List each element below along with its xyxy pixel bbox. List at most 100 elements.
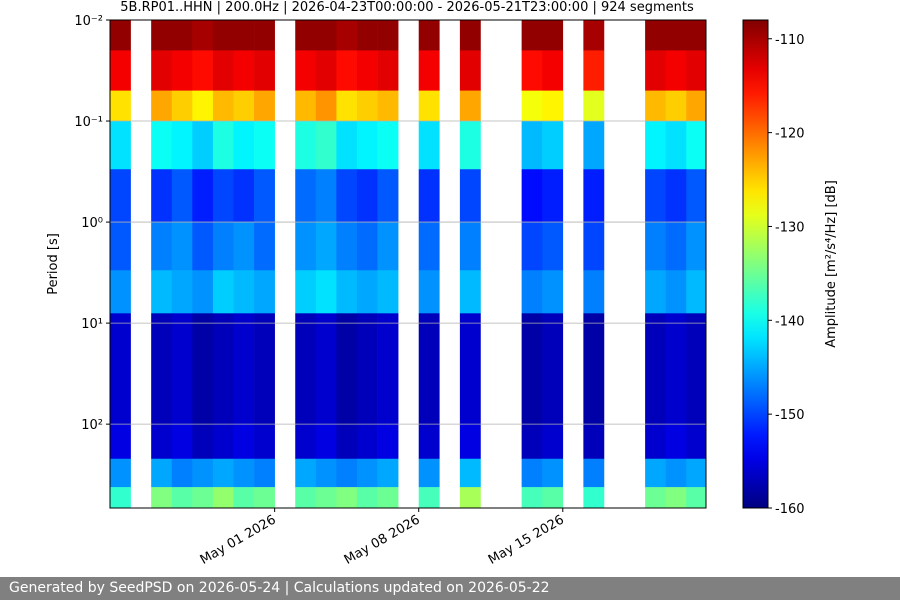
heatmap-cell — [151, 50, 173, 91]
heatmap-cell — [645, 121, 666, 170]
heatmap-cell — [665, 90, 687, 122]
heatmap-cell — [583, 121, 605, 170]
heatmap-cell — [356, 20, 378, 51]
heatmap-cell — [151, 313, 173, 425]
heatmap-cell — [192, 121, 214, 170]
heatmap-cell — [295, 458, 317, 488]
heatmap-cell — [151, 487, 173, 508]
heatmap-cell — [315, 121, 337, 170]
heatmap-cell — [212, 487, 234, 508]
heatmap-cell — [336, 50, 358, 91]
heatmap-cell — [583, 270, 605, 314]
heatmap-cell — [212, 121, 234, 170]
heatmap-cell — [212, 169, 234, 223]
heatmap-cell — [171, 20, 193, 51]
heatmap-cell — [542, 424, 564, 460]
heatmap-cell — [151, 90, 173, 122]
heatmap-cell — [377, 20, 399, 51]
heatmap-cell — [192, 90, 214, 122]
heatmap-cell — [233, 20, 255, 51]
heatmap-cell — [254, 90, 275, 122]
heatmap-cell — [315, 222, 337, 271]
heatmap-cell — [645, 487, 666, 508]
heatmap-cell — [418, 121, 440, 170]
heatmap-cell — [356, 90, 378, 122]
heatmap-cell — [686, 121, 706, 170]
heatmap-cell — [645, 270, 666, 314]
heatmap-cell — [171, 458, 193, 488]
heatmap-cell — [110, 424, 131, 460]
heatmap-cell — [645, 424, 666, 460]
heatmap-cell — [542, 313, 564, 425]
heatmap-cell — [686, 222, 706, 271]
heatmap-cell — [212, 313, 234, 425]
heatmap-cell — [315, 487, 337, 508]
heatmap-cell — [418, 487, 440, 508]
heatmap-cell — [459, 90, 481, 122]
heatmap-cell — [336, 222, 358, 271]
heatmap-cell — [459, 313, 481, 425]
heatmap-cell — [686, 313, 706, 425]
heatmap-cell — [418, 458, 440, 488]
heatmap-cell — [459, 487, 481, 508]
heatmap-cell — [315, 90, 337, 122]
y-tick-label: 10⁻¹ — [74, 115, 103, 130]
heatmap-cell — [356, 169, 378, 223]
footer: Generated by SeedPSD on 2026-05-24 | Cal… — [0, 577, 900, 600]
heatmap-cell — [295, 313, 317, 425]
heatmap-cell — [192, 169, 214, 223]
heatmap-cell — [418, 313, 440, 425]
heatmap-cell — [418, 50, 440, 91]
heatmap-cell — [336, 90, 358, 122]
heatmap-cell — [171, 270, 193, 314]
heatmap-cell — [583, 487, 605, 508]
plot-frame — [109, 19, 707, 509]
heatmap-cell — [151, 458, 173, 488]
heatmap-cell — [171, 121, 193, 170]
heatmap-cell — [295, 487, 317, 508]
y-axis-label: Period [s] — [46, 233, 61, 295]
heatmap-cell — [665, 20, 687, 51]
x-tick-label: May 01 2026 — [198, 512, 279, 567]
heatmap-cell — [151, 121, 173, 170]
heatmap-cell — [542, 487, 564, 508]
heatmap-cell — [521, 487, 543, 508]
heatmap-cell — [686, 458, 706, 488]
heatmap-cell — [254, 487, 275, 508]
heatmap-cell — [418, 20, 440, 51]
heatmap-cell — [665, 50, 687, 91]
heatmap-cell — [171, 313, 193, 425]
heatmap-cell — [583, 20, 605, 51]
heatmap-cell — [295, 169, 317, 223]
heatmap-cell — [192, 424, 214, 460]
heatmap-cell — [233, 50, 255, 91]
heatmap-cell — [295, 121, 317, 170]
heatmap-cell — [377, 121, 399, 170]
heatmap-cell — [521, 20, 543, 51]
x-tick-label: May 15 2026 — [486, 512, 567, 567]
heatmap-cell — [171, 50, 193, 91]
heatmap-cell — [686, 169, 706, 223]
heatmap-cell — [686, 90, 706, 122]
heatmap-cell — [521, 313, 543, 425]
y-tick-label: 10¹ — [81, 317, 103, 332]
heatmap-cell — [254, 313, 275, 425]
heatmap-cell — [192, 270, 214, 314]
heatmap-cell — [233, 121, 255, 170]
heatmap-cell — [151, 424, 173, 460]
heatmap-cell — [418, 90, 440, 122]
heatmap-cell — [315, 270, 337, 314]
heatmap-cell — [521, 270, 543, 314]
heatmap-cell — [212, 424, 234, 460]
heatmap-cell — [645, 50, 666, 91]
heatmap-cell — [233, 487, 255, 508]
heatmap-cell — [233, 270, 255, 314]
heatmap-cell — [233, 222, 255, 271]
heatmap-cell — [459, 169, 481, 223]
heatmap-cell — [110, 169, 131, 223]
heatmap-cell — [583, 424, 605, 460]
heatmap-cell — [233, 313, 255, 425]
heatmap-cell — [192, 50, 214, 91]
heatmap-cell — [192, 20, 214, 51]
heatmap-cell — [686, 487, 706, 508]
